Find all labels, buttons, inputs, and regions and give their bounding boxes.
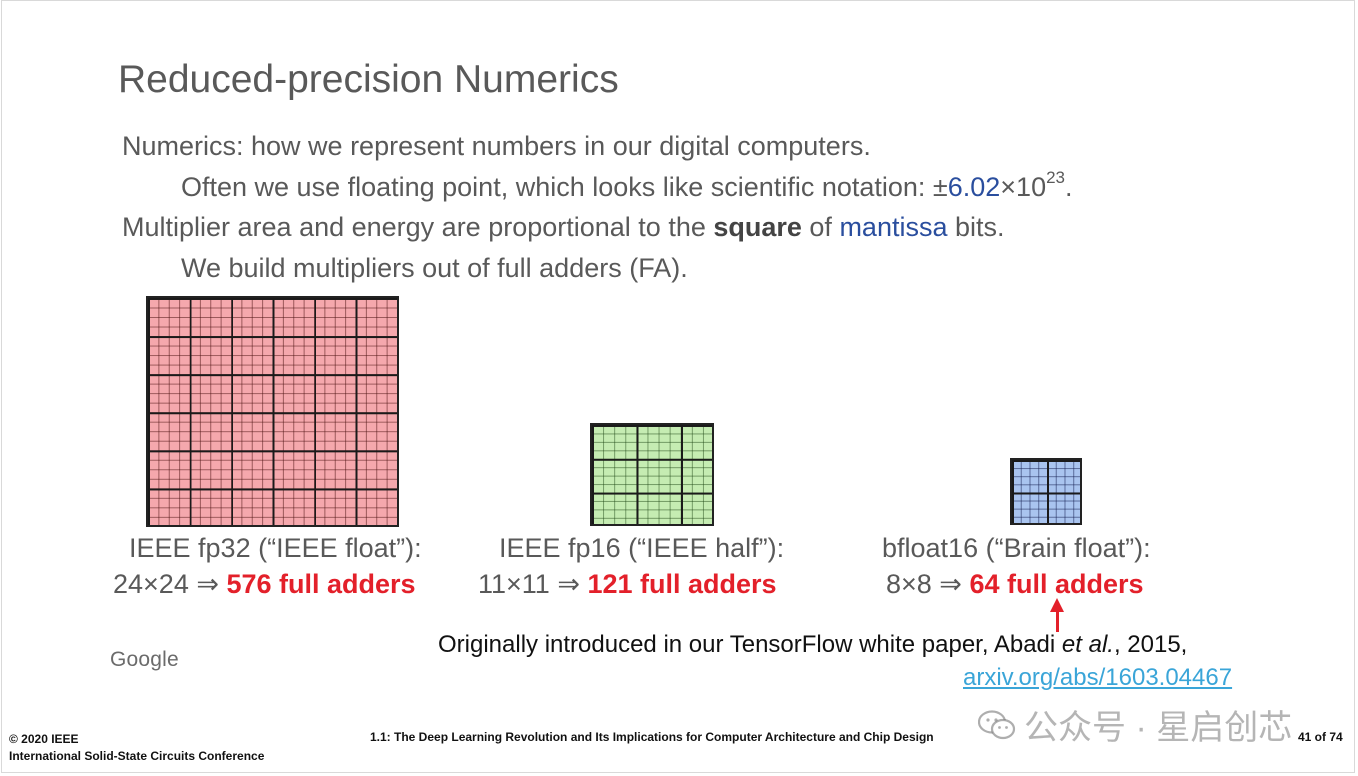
- footer-left: © 2020 IEEE International Solid-State Ci…: [9, 731, 264, 765]
- note-italic: et al.: [1061, 631, 1114, 658]
- bullet-fp-exponent: 23: [1046, 168, 1066, 187]
- bfloat16-adder-count: 64 full adders: [969, 569, 1144, 599]
- arrow-shaft: [1056, 610, 1059, 632]
- bullet-area-mantissa: mantissa: [839, 212, 948, 242]
- bullet-full-adders: We build multipliers out of full adders …: [181, 253, 688, 283]
- fp32-adder-count: 576 full adders: [226, 569, 416, 599]
- fp16-multiplier-grid: [590, 423, 714, 526]
- fp32-multiplier-grid: [146, 296, 399, 527]
- fp16-adders: 11×11 ⇒ 121 full adders: [478, 569, 777, 600]
- footer-copyright: © 2020 IEEE: [9, 732, 79, 746]
- fp32-name: IEEE fp32 (“IEEE float”):: [129, 533, 422, 563]
- fp16-name: IEEE fp16 (“IEEE half”):: [499, 533, 785, 563]
- bullet-fp-base: ×10: [1000, 172, 1047, 202]
- bullet-fp-suffix: .: [1065, 172, 1073, 202]
- bfloat16-adders: 8×8 ⇒ 64 full adders: [886, 569, 1144, 600]
- bullet-area-square: square: [713, 212, 802, 242]
- note-prefix: Originally introduced in our TensorFlow …: [438, 631, 1062, 658]
- fp32-dims: 24×24 ⇒: [113, 569, 227, 599]
- slide-title: Reduced-precision Numerics: [118, 58, 619, 101]
- arxiv-link[interactable]: arxiv.org/abs/1603.04467: [963, 664, 1233, 691]
- bfloat16-name: bfloat16 (“Brain float”):: [882, 533, 1151, 563]
- bullet-fp-prefix: Often we use floating point, which looks…: [181, 172, 948, 202]
- watermark-text: 公众号 · 星启创芯: [1024, 709, 1293, 747]
- watermark: 公众号 · 星启创芯: [977, 700, 1293, 749]
- bullet-multiplier-area: Multiplier area and energy are proportio…: [122, 212, 1005, 243]
- bullet-floating-point: Often we use floating point, which looks…: [181, 169, 1073, 203]
- fp16-dims: 11×11 ⇒: [478, 569, 588, 599]
- fp16-adder-count: 121 full adders: [587, 569, 777, 599]
- google-logo: Google: [110, 648, 179, 671]
- footer-conference: International Solid-State Circuits Confe…: [9, 749, 265, 763]
- wechat-icon: [977, 709, 1016, 741]
- page-number: 41 of 74: [1298, 730, 1343, 744]
- bullet-numerics: Numerics: how we represent numbers in ou…: [122, 131, 871, 161]
- arrow-up-icon: [1050, 598, 1064, 612]
- bullet-fp-mantissa: 6.02: [947, 172, 1001, 202]
- footer-session: 1.1: The Deep Learning Revolution and It…: [370, 730, 934, 744]
- bullet-area-suffix: bits.: [947, 212, 1005, 242]
- bullet-area-prefix: Multiplier area and energy are proportio…: [122, 212, 714, 242]
- note-suffix: , 2015,: [1113, 631, 1188, 658]
- bfloat16-dims: 8×8 ⇒: [886, 569, 970, 599]
- bullet-area-mid: of: [801, 212, 840, 242]
- attribution-note: Originally introduced in our TensorFlow …: [438, 631, 1187, 659]
- fp32-adders: 24×24 ⇒ 576 full adders: [113, 569, 416, 600]
- bfloat16-multiplier-grid: [1010, 458, 1082, 525]
